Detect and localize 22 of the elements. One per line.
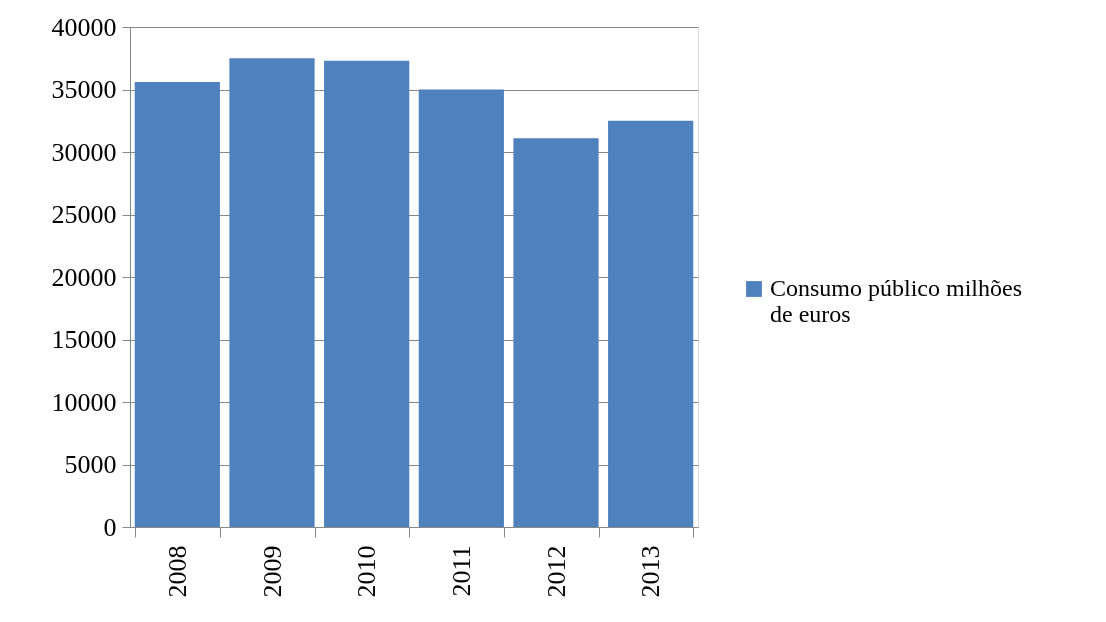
legend-label: Consumo público milhões de euros [770,275,1022,327]
x-tick-label: 2010 [352,545,382,598]
y-tick-label: 5000 [64,450,117,479]
x-tick-label: 2011 [446,545,476,597]
y-tick-label: 0 [103,512,117,542]
y-tick-label: 30000 [51,137,117,167]
y-tick-label: 10000 [51,387,117,417]
bar [229,58,315,527]
x-tick-label: 2012 [541,545,571,598]
bar [134,82,220,527]
y-tick-label: 20000 [51,262,117,292]
y-tick-label: 15000 [51,325,117,354]
bar [418,89,504,527]
y-tick-label: 25000 [51,200,117,229]
bar [513,138,599,527]
bar [324,60,410,527]
x-tick-label: 2013 [636,545,666,598]
x-tick-label: 2009 [257,545,287,598]
y-tick-label: 40000 [51,12,117,42]
x-tick-label: 2008 [162,545,192,598]
bar [608,120,694,527]
y-tick-label: 35000 [51,75,117,104]
